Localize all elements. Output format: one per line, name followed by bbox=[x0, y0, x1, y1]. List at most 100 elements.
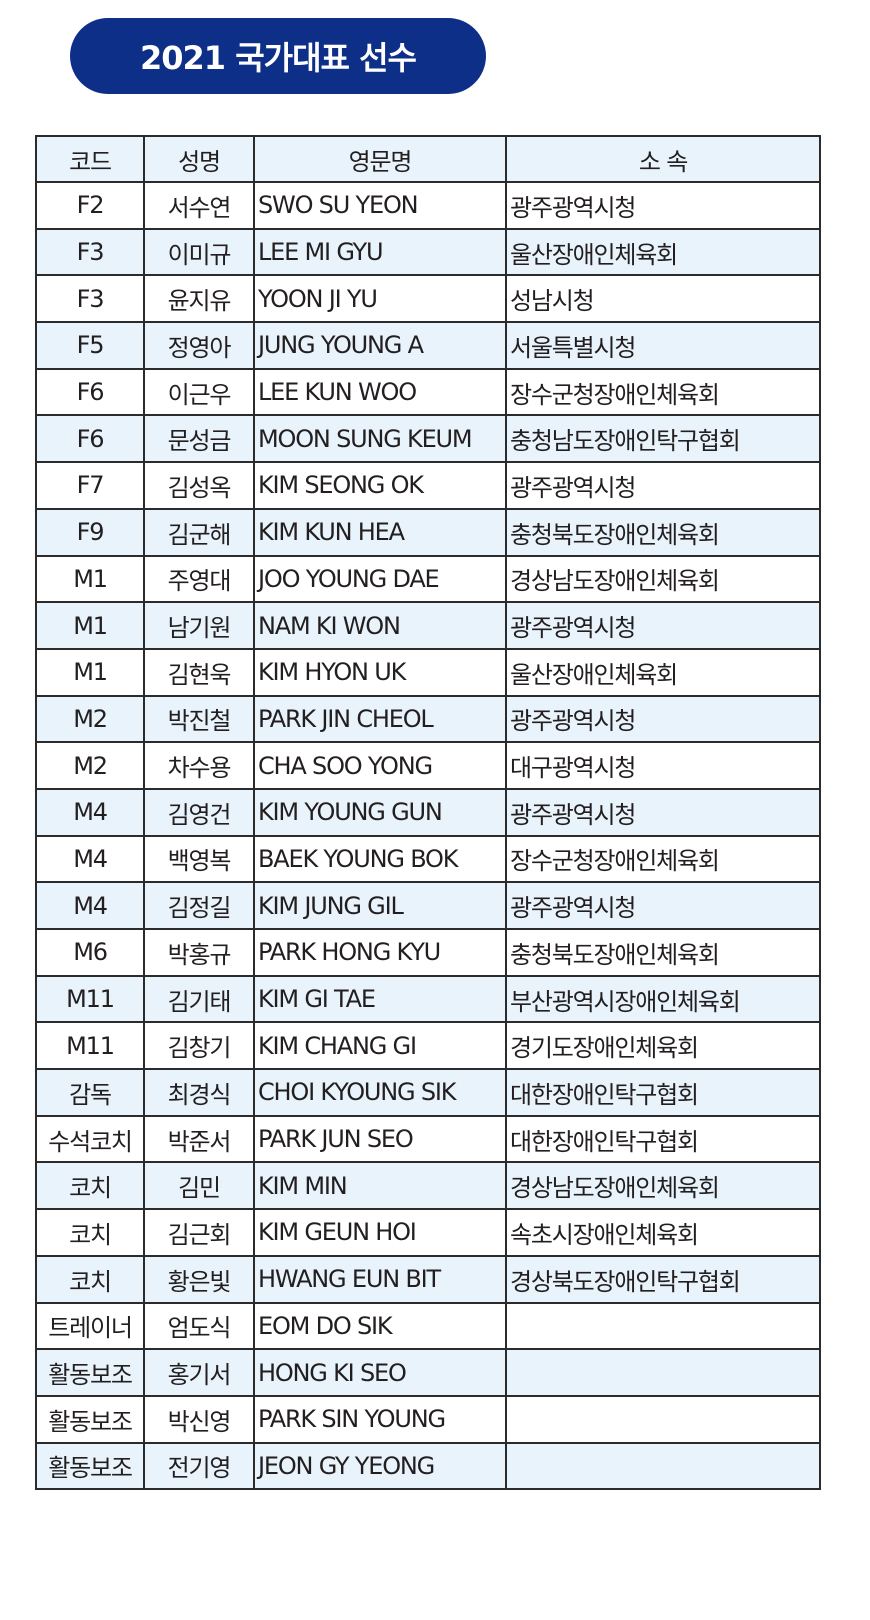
table-row: M1 김현욱 KIM HYON UK 울산장애인체육회 bbox=[35, 647, 821, 697]
name-cell: 전기영 bbox=[143, 1441, 255, 1491]
english-name-cell: KIM GI TAE bbox=[253, 974, 507, 1024]
affiliation-cell: 속초시장애인체육회 bbox=[505, 1208, 821, 1257]
code-cell: F5 bbox=[35, 321, 145, 370]
name-cell: 최경식 bbox=[143, 1068, 255, 1117]
name-cell: 황은빛 bbox=[143, 1254, 255, 1304]
affiliation-cell bbox=[505, 1348, 821, 1397]
table-row: 코치 황은빛 HWANG EUN BIT 경상북도장애인탁구협회 bbox=[35, 1254, 821, 1304]
table-row: F6 이근우 LEE KUN WOO 장수군청장애인체육회 bbox=[35, 367, 821, 417]
table-row: 수석코치 박준서 PARK JUN SEO 대한장애인탁구협회 bbox=[35, 1114, 821, 1164]
table-row: F2 서수연 SWO SU YEON 광주광역시청 bbox=[35, 181, 821, 230]
affiliation-cell: 대구광역시청 bbox=[505, 741, 821, 790]
english-name-cell: KIM GEUN HOI bbox=[253, 1208, 507, 1257]
name-cell: 주영대 bbox=[143, 554, 255, 604]
english-name-cell: KIM JUNG GIL bbox=[253, 881, 507, 930]
table-row: F7 김성옥 KIM SEONG OK 광주광역시청 bbox=[35, 461, 821, 510]
name-cell: 홍기서 bbox=[143, 1348, 255, 1397]
name-cell: 김기태 bbox=[143, 974, 255, 1024]
table-row: 트레이너 엄도식 EOM DO SIK bbox=[35, 1301, 821, 1351]
english-name-cell: LEE KUN WOO bbox=[253, 367, 507, 417]
affiliation-cell: 경상남도장애인체육회 bbox=[505, 554, 821, 604]
affiliation-cell: 울산장애인체육회 bbox=[505, 647, 821, 697]
english-name-cell: HWANG EUN BIT bbox=[253, 1254, 507, 1304]
english-name-cell: LEE MI GYU bbox=[253, 227, 507, 277]
affiliation-cell: 경기도장애인체육회 bbox=[505, 1021, 821, 1071]
name-cell: 김성옥 bbox=[143, 461, 255, 510]
english-name-cell: SWO SU YEON bbox=[253, 181, 507, 230]
name-cell: 정영아 bbox=[143, 321, 255, 370]
english-name-cell: KIM MIN bbox=[253, 1161, 507, 1211]
table-row: F9 김군해 KIM KUN HEA 충청북도장애인체육회 bbox=[35, 507, 821, 557]
english-name-cell: KIM KUN HEA bbox=[253, 507, 507, 557]
affiliation-cell: 경상북도장애인탁구협회 bbox=[505, 1254, 821, 1304]
affiliation-cell: 서울특별시청 bbox=[505, 321, 821, 370]
english-name-cell: EOM DO SIK bbox=[253, 1301, 507, 1351]
table-row: 감독 최경식 CHOI KYOUNG SIK 대한장애인탁구협회 bbox=[35, 1068, 821, 1117]
code-cell: M4 bbox=[35, 881, 145, 930]
affiliation-cell: 울산장애인체육회 bbox=[505, 227, 821, 277]
name-cell: 김민 bbox=[143, 1161, 255, 1211]
affiliation-cell: 경상남도장애인체육회 bbox=[505, 1161, 821, 1211]
table-row: M2 박진철 PARK JIN CHEOL 광주광역시청 bbox=[35, 694, 821, 744]
table-row: F3 윤지유 YOON JI YU 성남시청 bbox=[35, 274, 821, 324]
table-row: M6 박홍규 PARK HONG KYU 충청북도장애인체육회 bbox=[35, 928, 821, 977]
name-cell: 김근회 bbox=[143, 1208, 255, 1257]
english-name-cell: PARK HONG KYU bbox=[253, 928, 507, 977]
affiliation-cell bbox=[505, 1301, 821, 1351]
code-cell: 코치 bbox=[35, 1161, 145, 1211]
header-name: 성명 bbox=[143, 135, 255, 183]
name-cell: 박진철 bbox=[143, 694, 255, 744]
code-cell: M4 bbox=[35, 834, 145, 884]
affiliation-cell: 광주광역시청 bbox=[505, 461, 821, 510]
code-cell: M4 bbox=[35, 787, 145, 837]
table-row: M1 주영대 JOO YOUNG DAE 경상남도장애인체육회 bbox=[35, 554, 821, 604]
header-affiliation: 소 속 bbox=[505, 135, 821, 183]
table-row: F5 정영아 JUNG YOUNG A 서울특별시청 bbox=[35, 321, 821, 370]
header-code: 코드 bbox=[35, 135, 145, 183]
english-name-cell: CHOI KYOUNG SIK bbox=[253, 1068, 507, 1117]
code-cell: F6 bbox=[35, 367, 145, 417]
table-row: M11 김기태 KIM GI TAE 부산광역시장애인체육회 bbox=[35, 974, 821, 1024]
table-row: 활동보조 홍기서 HONG KI SEO bbox=[35, 1348, 821, 1397]
affiliation-cell: 성남시청 bbox=[505, 274, 821, 324]
name-cell: 차수용 bbox=[143, 741, 255, 790]
code-cell: 활동보조 bbox=[35, 1441, 145, 1491]
code-cell: M11 bbox=[35, 974, 145, 1024]
header-english-name: 영문명 bbox=[253, 135, 507, 183]
name-cell: 김영건 bbox=[143, 787, 255, 837]
code-cell: F7 bbox=[35, 461, 145, 510]
name-cell: 박신영 bbox=[143, 1394, 255, 1444]
english-name-cell: JOO YOUNG DAE bbox=[253, 554, 507, 604]
table-header-row: 코드 성명 영문명 소 속 bbox=[35, 135, 821, 183]
affiliation-cell: 광주광역시청 bbox=[505, 881, 821, 930]
english-name-cell: PARK JUN SEO bbox=[253, 1114, 507, 1164]
code-cell: 활동보조 bbox=[35, 1394, 145, 1444]
code-cell: F3 bbox=[35, 274, 145, 324]
english-name-cell: JEON GY YEONG bbox=[253, 1441, 507, 1491]
table-row: F3 이미규 LEE MI GYU 울산장애인체육회 bbox=[35, 227, 821, 277]
code-cell: M11 bbox=[35, 1021, 145, 1071]
english-name-cell: HONG KI SEO bbox=[253, 1348, 507, 1397]
english-name-cell: YOON JI YU bbox=[253, 274, 507, 324]
affiliation-cell: 광주광역시청 bbox=[505, 787, 821, 837]
code-cell: M6 bbox=[35, 928, 145, 977]
code-cell: M1 bbox=[35, 647, 145, 697]
english-name-cell: KIM CHANG GI bbox=[253, 1021, 507, 1071]
name-cell: 서수연 bbox=[143, 181, 255, 230]
affiliation-cell: 부산광역시장애인체육회 bbox=[505, 974, 821, 1024]
name-cell: 백영복 bbox=[143, 834, 255, 884]
code-cell: 코치 bbox=[35, 1208, 145, 1257]
table-row: 활동보조 박신영 PARK SIN YOUNG bbox=[35, 1394, 821, 1444]
code-cell: F3 bbox=[35, 227, 145, 277]
name-cell: 박홍규 bbox=[143, 928, 255, 977]
code-cell: F6 bbox=[35, 414, 145, 464]
name-cell: 이근우 bbox=[143, 367, 255, 417]
code-cell: M2 bbox=[35, 694, 145, 744]
table-row: F6 문성금 MOON SUNG KEUM 충청남도장애인탁구협회 bbox=[35, 414, 821, 464]
code-cell: M2 bbox=[35, 741, 145, 790]
english-name-cell: KIM HYON UK bbox=[253, 647, 507, 697]
affiliation-cell: 장수군청장애인체육회 bbox=[505, 834, 821, 884]
code-cell: 트레이너 bbox=[35, 1301, 145, 1351]
name-cell: 남기원 bbox=[143, 601, 255, 650]
english-name-cell: PARK SIN YOUNG bbox=[253, 1394, 507, 1444]
